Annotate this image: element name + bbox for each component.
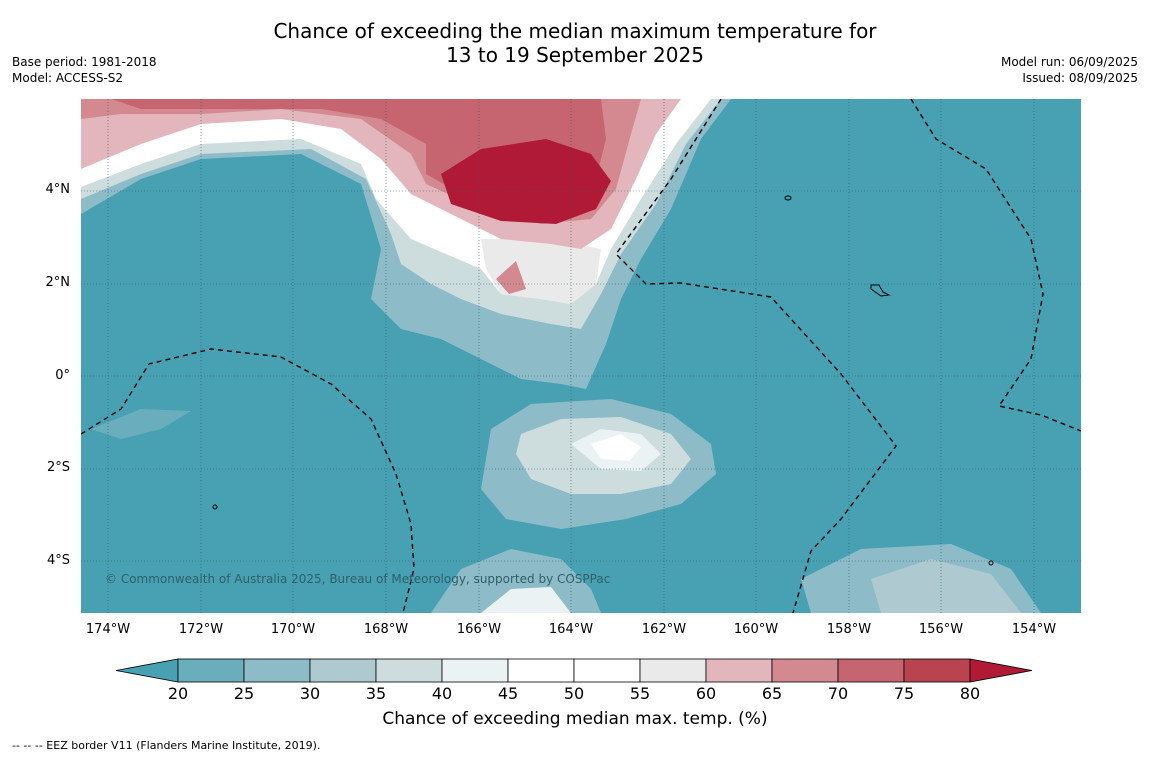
anomaly-contour-north-80 [441,139,611,224]
colorbar-tick-50: 50 [563,684,585,703]
meta-right: Model run: 06/09/2025 Issued: 08/09/2025 [1001,54,1138,86]
lon-label-168w: 168°W [363,622,409,637]
lat-label-0: 0° [55,368,70,383]
colorbar-bin [441,658,509,683]
colorbar-tick-70: 70 [827,684,849,703]
colorbar-bin [375,658,443,683]
lon-label-158w: 158°W [826,622,872,637]
island-a [784,195,792,201]
anomaly-contour-south-55 [591,434,641,461]
copyright-text: © Commonwealth of Australia 2025, Bureau… [105,572,611,586]
colorbar [115,658,1033,683]
lon-label-170w: 170°W [270,622,316,637]
eez-footnote: -- -- -- EEZ border V11 (Flanders Marine… [12,739,321,752]
colorbar-bin [309,658,377,683]
colorbar-tick-40: 40 [431,684,453,703]
chart-title-line2: 13 to 19 September 2025 [446,43,704,67]
meta-left: Base period: 1981-2018 Model: ACCESS-S2 [12,54,157,86]
anomaly-contour-sw-45 [481,587,571,613]
colorbar-tick-65: 65 [761,684,783,703]
anomaly-contour-se-40 [871,559,1021,613]
lat-label-2n: 2°N [45,275,71,290]
anomaly-contour-north-small-warm [496,261,526,294]
colorbar-bin [771,658,839,683]
lon-label-162w: 162°W [641,622,687,637]
islands [212,195,994,566]
lat-label-2s: 2°S [46,460,70,475]
island-b [870,284,891,297]
colorbar-tick-45: 45 [497,684,519,703]
island-c [212,504,218,510]
colorbar-bin [507,658,575,683]
colorbar-tick-30: 30 [299,684,321,703]
map-canvas [81,99,1081,613]
colorbar-extend-low [115,658,179,683]
lon-label-156w: 156°W [918,622,964,637]
colorbar-tick-35: 35 [365,684,387,703]
colorbar-tick-55: 55 [629,684,651,703]
colorbar-tick-25: 25 [233,684,255,703]
lon-label-174w: 174°W [85,622,131,637]
base-period-text: Base period: 1981-2018 [12,55,157,69]
forecast-map [81,99,1081,613]
model-run-text: Model run: 06/09/2025 [1000,55,1138,69]
colorbar-bin [903,658,971,683]
colorbar-tick-20: 20 [167,684,189,703]
eez-border-central [615,99,897,613]
colorbar-extend-high [969,658,1033,683]
island-d [988,560,994,566]
colorbar-bin [705,658,773,683]
colorbar-tick-80: 80 [959,684,981,703]
eez-border-east [910,99,1081,432]
lon-label-172w: 172°W [178,622,224,637]
colorbar-bin [639,658,707,683]
model-text: Model: ACCESS-S2 [12,71,124,85]
lon-label-166w: 166°W [456,622,502,637]
colorbar-bin [177,658,245,683]
lat-label-4s: 4°S [46,553,70,568]
issued-text: Issued: 08/09/2025 [1022,71,1138,85]
eez-border-west [81,348,415,613]
colorbar-bin [573,658,641,683]
colorbar-tick-75: 75 [893,684,915,703]
anomaly-contour-west-30 [91,409,191,439]
lon-label-160w: 160°W [733,622,779,637]
lon-label-164w: 164°W [548,622,594,637]
lat-label-4n: 4°N [45,182,71,197]
colorbar-bin [243,658,311,683]
chart-title-line1: Chance of exceeding the median maximum t… [273,19,877,43]
colorbar-bin [837,658,905,683]
colorbar-title: Chance of exceeding median max. temp. (%… [382,709,768,729]
colorbar-tick-60: 60 [695,684,717,703]
eez-borders [81,99,1081,613]
lon-label-154w: 154°W [1011,622,1057,637]
